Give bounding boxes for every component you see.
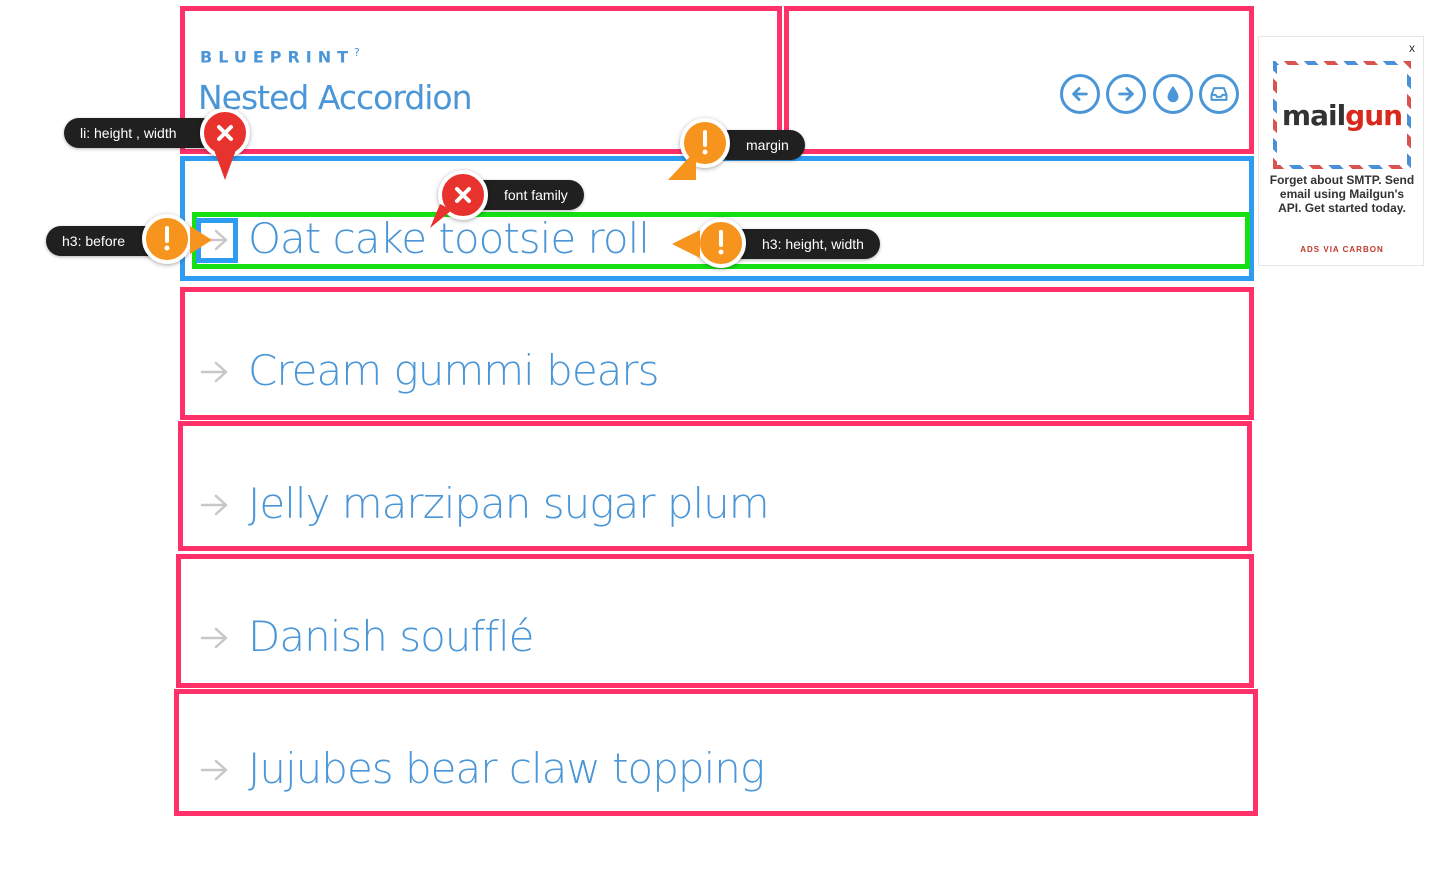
logo-accent: gun [1345,98,1403,132]
help-icon[interactable]: ? [354,46,360,59]
ad-text[interactable]: Forget about SMTP. Send email using Mail… [1269,173,1415,215]
warning-icon [718,230,724,255]
accordion-item-label: Jelly marzipan sugar plum [248,479,770,528]
mailgun-logo: mailgun [1281,98,1403,132]
accordion-item-label: Cream gummi bears [248,346,660,395]
brand-logo[interactable]: BLUEPRINT? [200,46,360,66]
accordion-item[interactable]: Oat cake tootsie roll [196,214,1246,265]
next-button[interactable] [1106,74,1146,114]
annotation-label-li-size: li: height , width [64,118,217,148]
prev-button[interactable] [1060,74,1100,114]
arrow-right-icon [200,627,228,649]
close-icon [455,187,471,203]
warning-icon [164,226,170,251]
error-marker[interactable] [438,170,488,220]
accordion-item-outline [174,689,1258,816]
page-title: Nested Accordion [198,78,473,117]
marker-pointer [430,204,452,228]
logo-main: mail [1281,98,1346,132]
carbon-ad[interactable]: x mailgun Forget about SMTP. Send email … [1258,36,1424,266]
accordion-item[interactable]: Danish soufflé [196,610,1246,666]
ad-close-button[interactable]: x [1409,41,1415,55]
arrow-right-icon [200,759,228,781]
close-icon [217,125,233,141]
arrow-left-icon [1072,87,1088,101]
accordion-item-outline [178,421,1252,551]
accordion-item[interactable]: Jujubes bear claw topping [196,742,1246,798]
warning-icon [702,130,708,155]
drop-icon [1167,85,1179,103]
accordion-item-outline [176,554,1254,688]
ads-via-link[interactable]: ADS VIA CARBON [1300,245,1384,254]
header-title-outline [180,6,782,154]
inbox-icon [1210,87,1228,101]
arrow-right-icon [200,494,228,516]
accordion-item-label: Danish soufflé [248,612,534,661]
warning-marker[interactable] [142,214,192,264]
marker-pointer [214,150,236,180]
marker-pointer [190,226,212,254]
accordion-item[interactable]: Jelly marzipan sugar plum [196,477,1246,533]
ad-image[interactable]: mailgun [1273,61,1411,169]
download-button[interactable] [1199,74,1239,114]
annotation-label-h3-size: h3: height, width [728,229,880,259]
marker-pointer [668,150,696,180]
error-marker[interactable] [200,108,250,158]
theme-button[interactable] [1153,74,1193,114]
header-nav-outline [784,6,1254,154]
accordion-item-label: Oat cake tootsie roll [248,214,650,263]
arrow-right-icon [1118,87,1134,101]
warning-marker[interactable] [696,218,746,268]
accordion-item-label: Jujubes bear claw topping [248,744,765,793]
brand-text: BLUEPRINT [200,47,355,67]
accordion-item[interactable]: Cream gummi bears [196,344,1246,400]
marker-pointer [672,230,700,258]
arrow-right-icon [200,361,228,383]
accordion-item-outline [180,287,1254,420]
